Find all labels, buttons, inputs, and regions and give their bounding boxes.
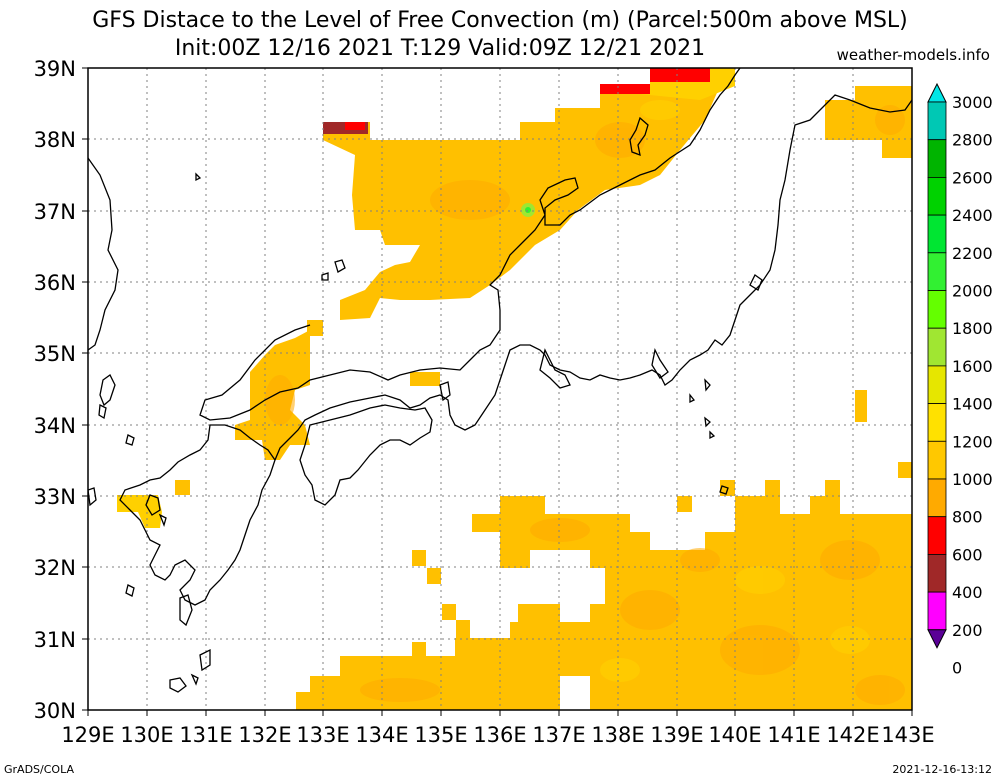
- colorbar-arrow-bottom: [927, 629, 947, 649]
- chart-subtitle: Init:00Z 12/16 2021 T:129 Valid:09Z 12/2…: [174, 36, 706, 61]
- lon-label: 140E: [708, 723, 761, 747]
- colorbar-label: 1600: [952, 357, 993, 376]
- lat-label: 39N: [34, 57, 76, 81]
- colorbar-swatch: [927, 403, 947, 442]
- lat-label: 33N: [34, 485, 76, 509]
- colorbar-swatch: [927, 516, 947, 555]
- coastlines: [88, 68, 912, 693]
- lat-label: 37N: [34, 200, 76, 224]
- colorbar-label: 2400: [952, 206, 993, 225]
- colorbar-swatch: [927, 252, 947, 291]
- colorbar-swatch: [927, 176, 947, 216]
- lat-label: 35N: [34, 342, 76, 366]
- colorbar-swatch: [927, 101, 947, 141]
- colorbar: 3000280026002400220020001800160014001200…: [927, 82, 993, 678]
- lon-label: 138E: [591, 723, 644, 747]
- chart-title: GFS Distace to the Level of Free Convect…: [92, 8, 908, 33]
- lon-label: 135E: [414, 723, 467, 747]
- lat-label: 34N: [34, 414, 76, 438]
- lon-label: 137E: [532, 723, 585, 747]
- lat-axis: 39N 38N 37N 36N 35N 34N 33N 32N 31N 30N: [34, 57, 76, 723]
- colorbar-label: 2600: [952, 168, 993, 187]
- lat-label: 30N: [34, 699, 76, 723]
- colorbar-swatch: [927, 327, 947, 367]
- colorbar-swatch: [927, 365, 947, 404]
- colorbar-label: 400: [952, 583, 983, 602]
- lon-label: 129E: [61, 723, 114, 747]
- colorbar-swatch: [927, 214, 947, 254]
- lon-label: 142E: [826, 723, 879, 747]
- lat-label: 32N: [34, 556, 76, 580]
- lon-label: 133E: [296, 723, 349, 747]
- lat-label: 38N: [34, 128, 76, 152]
- colorbar-label: 0: [952, 659, 962, 678]
- colorbar-swatch: [927, 440, 947, 480]
- colorbar-label: 2000: [952, 282, 993, 301]
- colorbar-swatch: [927, 478, 947, 518]
- colorbar-label: 1400: [952, 395, 993, 414]
- lon-axis: 129E 130E 131E 132E 133E 134E 135E 136E …: [61, 723, 934, 747]
- lon-label: 139E: [650, 723, 703, 747]
- graticule: [88, 68, 912, 710]
- site-credit: weather-models.info: [836, 46, 990, 64]
- map-area: [87, 67, 913, 711]
- axis-ticks: [82, 67, 913, 716]
- lon-label: 132E: [238, 723, 291, 747]
- colorbar-label: 2800: [952, 131, 993, 150]
- colorbar-arrow-top: [927, 82, 947, 103]
- lon-label: 141E: [767, 723, 820, 747]
- colorbar-swatch: [927, 290, 947, 329]
- footer-timestamp: 2021-12-16-13:12: [892, 763, 992, 776]
- colorbar-swatch: [927, 554, 947, 593]
- lon-label: 143E: [881, 723, 934, 747]
- footer-software: GrADS/COLA: [4, 763, 74, 776]
- colorbar-label: 2200: [952, 244, 993, 263]
- colorbar-swatch: [927, 139, 947, 178]
- lon-label: 136E: [473, 723, 526, 747]
- lat-label: 31N: [34, 628, 76, 652]
- colorbar-label: 800: [952, 508, 983, 527]
- colorbar-label: 3000: [952, 93, 993, 112]
- colorbar-label: 200: [952, 621, 983, 640]
- colorbar-label: 1000: [952, 470, 993, 489]
- colorbar-swatch: [927, 591, 947, 631]
- lfc-shading: [117, 68, 912, 710]
- lon-label: 130E: [120, 723, 173, 747]
- lon-label: 134E: [355, 723, 408, 747]
- colorbar-label: 600: [952, 545, 983, 564]
- lat-label: 36N: [34, 271, 76, 295]
- colorbar-label: 1200: [952, 432, 993, 451]
- colorbar-label: 1800: [952, 319, 993, 338]
- lon-label: 131E: [179, 723, 232, 747]
